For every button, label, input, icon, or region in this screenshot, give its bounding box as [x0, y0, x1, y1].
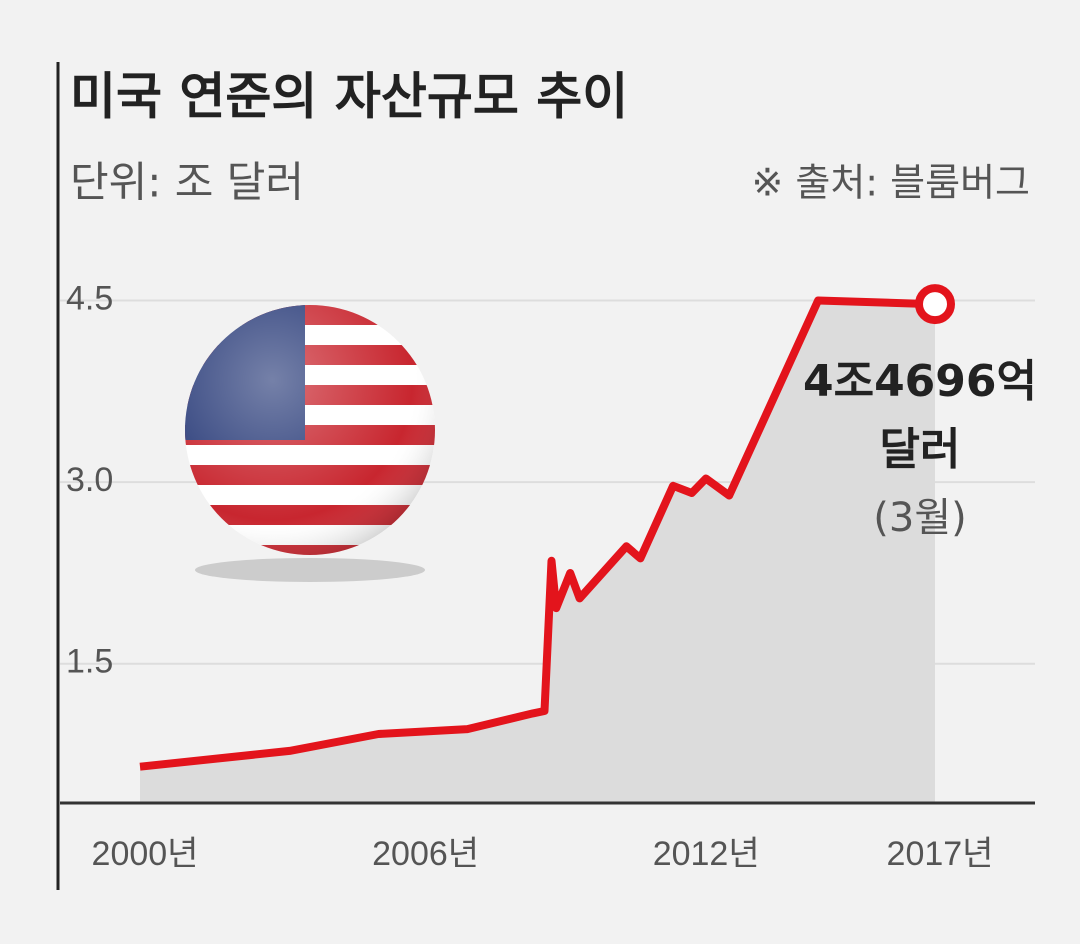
y-tick-label: 1.5	[66, 643, 113, 681]
y-tick-label: 4.5	[66, 280, 113, 318]
area	[140, 300, 935, 803]
annotation: (3월)	[873, 495, 966, 541]
y-tick-label: 3.0	[66, 461, 113, 499]
end-marker	[915, 284, 955, 325]
flag-body	[185, 305, 435, 555]
x-tick-label: 2006년	[372, 835, 479, 873]
annotation: 4조4696억	[803, 356, 1037, 407]
x-tick-label: 2000년	[92, 835, 199, 873]
x-tick-label: 2017년	[887, 835, 994, 873]
subtitle: 단위: 조 달러	[70, 158, 304, 207]
flag	[185, 305, 435, 582]
annotation: 달러	[880, 424, 961, 475]
x-tick-label: 2012년	[653, 835, 760, 873]
flag-shadow	[195, 558, 425, 582]
line	[139, 296, 936, 771]
chart-title: 미국 연준의 자산규모 추이	[70, 68, 628, 126]
source: ※ 출처: 블룸버그	[751, 161, 1030, 205]
